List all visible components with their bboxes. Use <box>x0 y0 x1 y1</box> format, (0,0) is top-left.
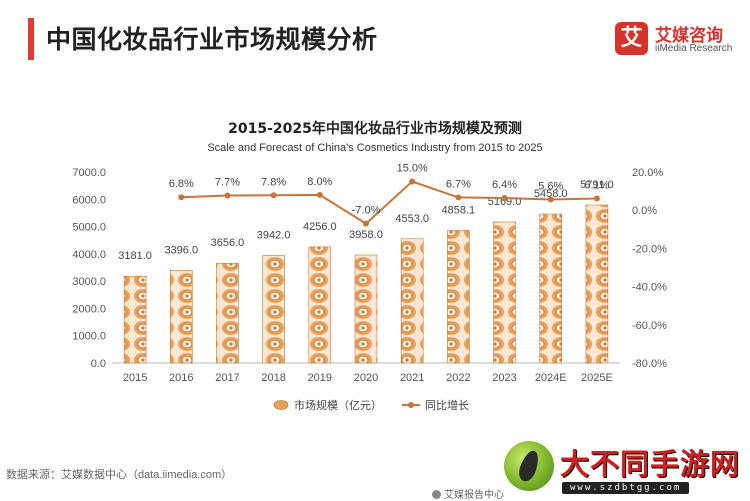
brand-subtitle: iiMedia Research <box>655 43 733 54</box>
bar <box>123 275 147 364</box>
growth-point <box>501 194 508 201</box>
growth-value-label: 5.6% <box>538 181 563 193</box>
legend-bar-swatch <box>273 400 289 410</box>
bar <box>308 246 332 364</box>
bar-value-label: 3656.0 <box>211 237 245 249</box>
bar-value-label: 4256.0 <box>303 221 337 233</box>
growth-point <box>224 192 231 199</box>
chart-subtitle: Scale and Forecast of China's Cosmetics … <box>207 142 543 154</box>
bar <box>169 270 193 364</box>
bar <box>262 255 285 364</box>
bar-value-label: 3958.0 <box>349 229 383 241</box>
bar-value-label: 5458.0 <box>534 188 568 200</box>
bar-value-label: 3396.0 <box>164 244 198 256</box>
growth-point <box>270 192 277 199</box>
data-source: 数据来源：艾媒数据中心（data.iimedia.com） <box>6 469 233 481</box>
bar <box>400 238 424 364</box>
x-tick-label: 2018 <box>261 372 285 384</box>
bar <box>539 213 563 364</box>
bar <box>585 204 609 364</box>
legend-bar-label: 市场规模（亿元） <box>294 398 382 412</box>
y-left-tick-label: 6000.0 <box>72 194 106 206</box>
growth-point <box>178 194 185 201</box>
y-left-tick-label: 7000.0 <box>72 167 106 179</box>
growth-value-label: 8.0% <box>307 176 332 188</box>
brand-logo: 艾 艾媒咨询 iiMedia Research <box>615 22 740 58</box>
x-tick-label: 2022 <box>446 372 470 384</box>
x-tick-label: 2021 <box>400 372 424 384</box>
bar-value-label: 5791.0 <box>580 179 614 191</box>
growth-point <box>316 191 323 198</box>
bar <box>493 221 516 364</box>
growth-point <box>363 220 369 227</box>
x-tick-label: 2017 <box>215 372 239 384</box>
y-left-tick-label: 1000.0 <box>72 331 106 343</box>
y-left-tick-label: 4000.0 <box>72 249 106 261</box>
x-tick-label: 2020 <box>354 372 378 384</box>
report-center-label: 艾媒报告中心 <box>432 486 504 501</box>
x-tick-label: 2015 <box>123 372 147 384</box>
y-left-tick-label: 3000.0 <box>72 276 106 288</box>
growth-value-label: 6.7% <box>446 178 471 190</box>
watermark: 大不同手游网 www.szdbtgg.com <box>496 437 750 500</box>
bar <box>354 254 378 364</box>
watermark-url: www.szdbtgg.com <box>562 482 690 494</box>
title-accent-bar <box>28 18 34 60</box>
bar-value-label: 3181.0 <box>118 250 152 262</box>
y-left-tick-label: 2000.0 <box>72 303 106 315</box>
growth-point <box>409 178 416 185</box>
report-center-icon <box>432 490 441 499</box>
growth-value-label: 15.0% <box>397 163 428 175</box>
y-right-tick-label: -40.0% <box>632 282 667 294</box>
chart-title: 2015-2025年中国化妆品行业市场规模及预测 <box>228 121 522 137</box>
y-right-tick-label: -60.0% <box>632 320 667 332</box>
x-tick-label: 2019 <box>308 372 332 384</box>
y-left-tick-label: 5000.0 <box>72 222 106 234</box>
y-right-tick-label: 0.0% <box>632 205 657 217</box>
x-tick-label: 2024E <box>535 372 567 384</box>
y-right-tick-label: -20.0% <box>632 243 667 255</box>
legend-line-marker <box>408 402 414 408</box>
watermark-leaf-icon <box>504 441 554 491</box>
x-tick-label: 2023 <box>492 372 516 384</box>
growth-point <box>455 194 462 201</box>
brand-logo-icon: 艾 <box>615 22 648 55</box>
growth-line <box>181 180 597 225</box>
y-right-tick-label: -80.0% <box>632 358 667 370</box>
growth-value-label: 6.1% <box>584 180 609 192</box>
growth-value-label: 7.8% <box>261 176 286 188</box>
growth-point <box>547 196 554 203</box>
y-left-tick-label: 0.0 <box>91 358 106 370</box>
watermark-text: 大不同手游网 <box>560 447 741 481</box>
bar-value-label: 4553.0 <box>395 213 429 225</box>
legend-line-label: 同比增长 <box>425 398 469 412</box>
brand-name: 艾媒咨询 <box>655 26 723 46</box>
report-center-text: 艾媒报告中心 <box>444 490 504 501</box>
growth-point <box>593 195 600 202</box>
x-tick-label: 2025E <box>581 372 613 384</box>
bar-value-label: 3942.0 <box>257 229 291 241</box>
y-right-tick-label: 20.0% <box>632 167 663 179</box>
growth-value-label: -7.0% <box>352 205 381 217</box>
bar <box>216 262 239 364</box>
page-title: 中国化妆品行业市场规模分析 <box>46 25 378 54</box>
growth-value-label: 6.8% <box>169 178 194 190</box>
x-tick-label: 2016 <box>169 372 193 384</box>
growth-value-label: 7.7% <box>215 176 240 188</box>
bar-value-label: 4858.1 <box>442 204 476 216</box>
growth-value-label: 6.4% <box>492 179 517 191</box>
bar <box>447 230 470 364</box>
